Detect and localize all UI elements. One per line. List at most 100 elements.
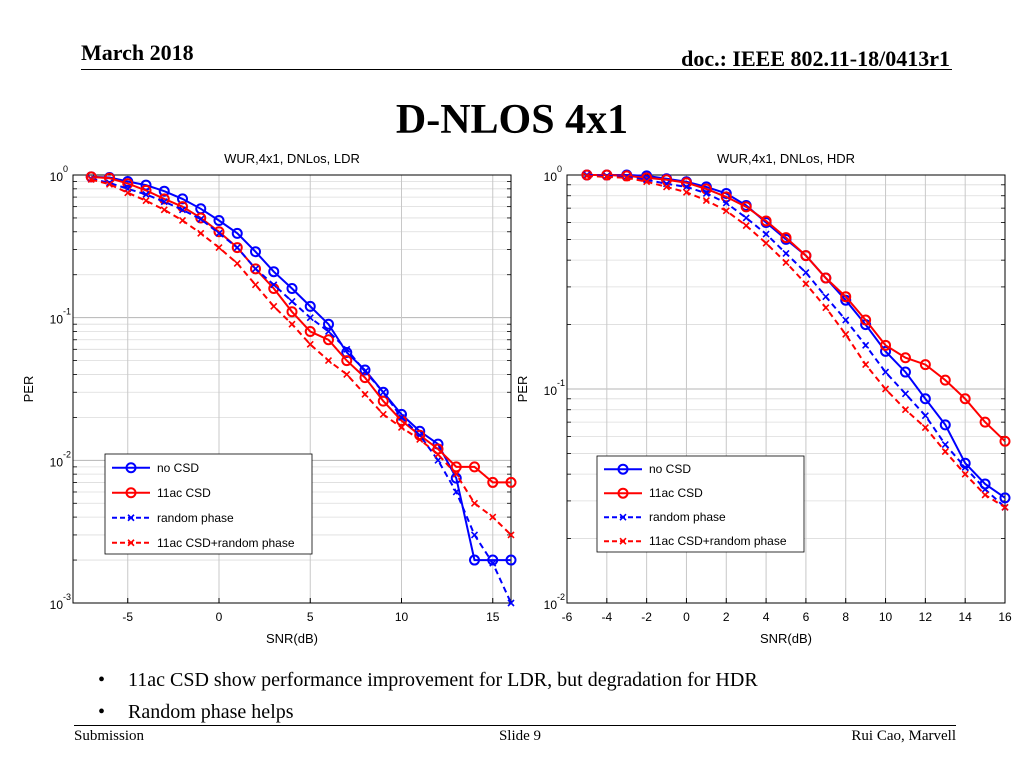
data-point-x <box>270 302 278 310</box>
x-tick-label: 15 <box>486 610 500 624</box>
data-point-circle <box>286 283 298 295</box>
legend-marker-x <box>127 539 135 547</box>
data-point-circle <box>286 306 298 318</box>
data-point-x <box>324 357 333 365</box>
x-tick-label: 5 <box>307 610 314 624</box>
data-point-x <box>881 368 890 376</box>
data-point-circle <box>760 215 772 227</box>
x-tick-label: 6 <box>803 610 810 624</box>
data-point-circle <box>213 226 225 238</box>
data-point-x <box>142 197 150 205</box>
y-tick-label: 10 <box>544 384 558 398</box>
data-point-circle <box>740 201 752 213</box>
data-point-x <box>842 330 850 338</box>
data-point-x <box>941 440 949 449</box>
data-point-x <box>288 320 296 328</box>
x-tick-label: -5 <box>122 610 133 624</box>
data-point-circle <box>158 185 170 197</box>
data-point-x <box>782 249 790 258</box>
footer-submission: Submission <box>74 728 145 744</box>
header-rule <box>81 69 952 70</box>
data-point-x <box>643 178 651 186</box>
data-point-circle <box>939 374 951 386</box>
legend-marker-circle <box>125 462 137 474</box>
data-point-x <box>160 198 168 206</box>
data-point-x <box>270 281 278 289</box>
x-tick-label: -4 <box>601 610 612 624</box>
data-point-x <box>881 385 890 393</box>
legend-label: 11ac CSD+random phase <box>157 536 295 550</box>
series-line <box>586 174 1006 509</box>
data-point-circle <box>860 314 872 326</box>
data-point-circle <box>359 364 371 376</box>
data-point-circle <box>323 334 334 346</box>
data-point-x <box>961 470 969 478</box>
data-point-circle <box>899 352 911 364</box>
data-point-x <box>361 367 369 375</box>
y-tick-label: 10 <box>50 598 64 612</box>
data-point-circle <box>377 395 389 407</box>
series-line <box>586 174 1006 442</box>
plot-frame <box>566 174 1006 604</box>
y-tick-exponent: -2 <box>63 449 71 459</box>
legend-marker-circle <box>617 487 629 499</box>
data-point-x <box>105 180 114 188</box>
legend-marker-x <box>619 537 627 545</box>
data-point-circle <box>919 359 931 371</box>
data-point-x <box>507 599 515 607</box>
data-point-x <box>397 423 406 432</box>
data-point-x <box>178 216 187 225</box>
data-point-circle <box>800 250 812 262</box>
y-tick-label: 10 <box>50 455 64 469</box>
footer-author: Rui Cao, Marvell <box>851 728 956 744</box>
data-point-circle <box>979 416 991 428</box>
y-tick-label: 10 <box>544 170 558 184</box>
header-date: March 2018 <box>81 40 194 65</box>
data-point-circle <box>323 318 334 330</box>
data-point-circle <box>304 325 316 337</box>
x-axis-label: SNR(dB) <box>760 631 812 646</box>
data-point-circle <box>177 201 188 213</box>
data-point-x <box>416 435 424 444</box>
data-point-x <box>470 499 479 507</box>
data-point-circle <box>939 419 951 431</box>
data-point-circle <box>919 393 931 405</box>
y-tick-exponent: -1 <box>557 378 565 388</box>
x-tick-label: 10 <box>879 610 893 624</box>
data-point-circle <box>469 461 480 473</box>
data-point-circle <box>505 554 517 566</box>
legend-label: 11ac CSD <box>649 486 703 500</box>
data-point-x <box>842 316 850 324</box>
data-point-circle <box>304 300 316 312</box>
data-point-x <box>178 206 187 214</box>
data-point-x <box>782 258 790 267</box>
y-tick-label: 10 <box>50 313 64 327</box>
series-line <box>586 174 1006 509</box>
data-point-x <box>507 531 515 539</box>
data-point-circle <box>450 461 462 473</box>
data-point-x <box>87 175 95 184</box>
data-point-x <box>682 183 691 191</box>
legend-label: 11ac CSD <box>157 486 211 500</box>
data-point-x <box>142 190 150 199</box>
data-point-x <box>306 340 314 348</box>
slide-title: D-NLOS 4x1 <box>395 97 629 143</box>
footer-rule <box>74 725 956 726</box>
footer-slide-number: Slide 9 <box>498 728 542 744</box>
data-point-x <box>921 424 929 432</box>
x-tick-label: 14 <box>959 610 973 624</box>
data-point-x <box>452 488 460 496</box>
data-point-circle <box>231 227 243 239</box>
data-point-x <box>489 513 497 521</box>
data-point-x <box>251 281 260 289</box>
data-point-x <box>722 207 730 215</box>
y-tick-exponent: -2 <box>557 592 565 602</box>
data-point-x <box>702 189 710 198</box>
data-point-circle <box>959 393 971 405</box>
data-point-circle <box>999 435 1011 447</box>
legend-label: 11ac CSD+random phase <box>649 534 787 548</box>
data-point-x <box>124 189 132 197</box>
data-point-x <box>862 361 870 369</box>
x-tick-label: 0 <box>683 610 690 624</box>
data-point-x <box>343 345 351 353</box>
